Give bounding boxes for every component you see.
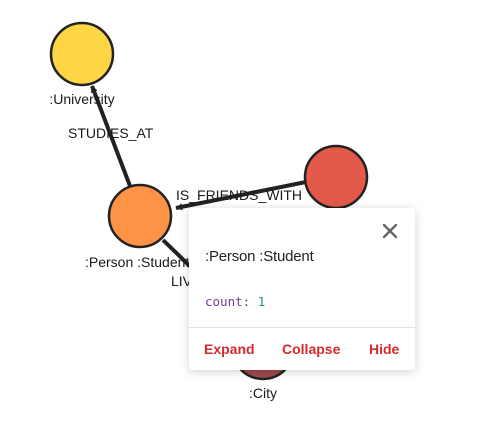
node-circle-person-student bbox=[107, 183, 173, 249]
property-value: 1 bbox=[257, 294, 266, 309]
close-button[interactable] bbox=[379, 220, 401, 242]
edge-is-friends-with[interactable]: IS_FRIENDS_WITH bbox=[175, 180, 307, 211]
node-person-student[interactable]: :Person :Student bbox=[85, 183, 189, 270]
node-context-popup: :Person :Student count: 1 Expand Collaps… bbox=[189, 208, 415, 370]
edge-label-is-friends-with: IS_FRIENDS_WITH bbox=[176, 187, 302, 203]
collapse-button[interactable]: Collapse bbox=[282, 341, 341, 357]
popup-title: :Person :Student bbox=[205, 248, 314, 265]
popup-divider bbox=[189, 327, 415, 328]
node-friend[interactable] bbox=[303, 144, 369, 210]
edge-studies-at[interactable]: STUDIES_AT bbox=[68, 85, 154, 187]
hide-button[interactable]: Hide bbox=[369, 341, 400, 357]
edge-line-studies-at bbox=[90, 85, 132, 187]
popup-actions: Expand Collapse Hide bbox=[189, 328, 415, 370]
expand-button[interactable]: Expand bbox=[204, 341, 255, 357]
edge-line-is-friends-with bbox=[175, 180, 307, 211]
node-label-university: :University bbox=[49, 91, 114, 107]
edge-label-studies-at: STUDIES_AT bbox=[68, 125, 154, 141]
node-circle-friend bbox=[303, 144, 369, 210]
popup-property: count: 1 bbox=[205, 294, 265, 309]
node-university[interactable]: :University bbox=[49, 21, 115, 107]
node-label-city: :City bbox=[249, 385, 277, 401]
property-key: count: bbox=[205, 294, 251, 309]
close-icon bbox=[382, 223, 398, 239]
node-circle-university bbox=[49, 21, 115, 87]
node-label-person-student: :Person :Student bbox=[85, 254, 189, 270]
